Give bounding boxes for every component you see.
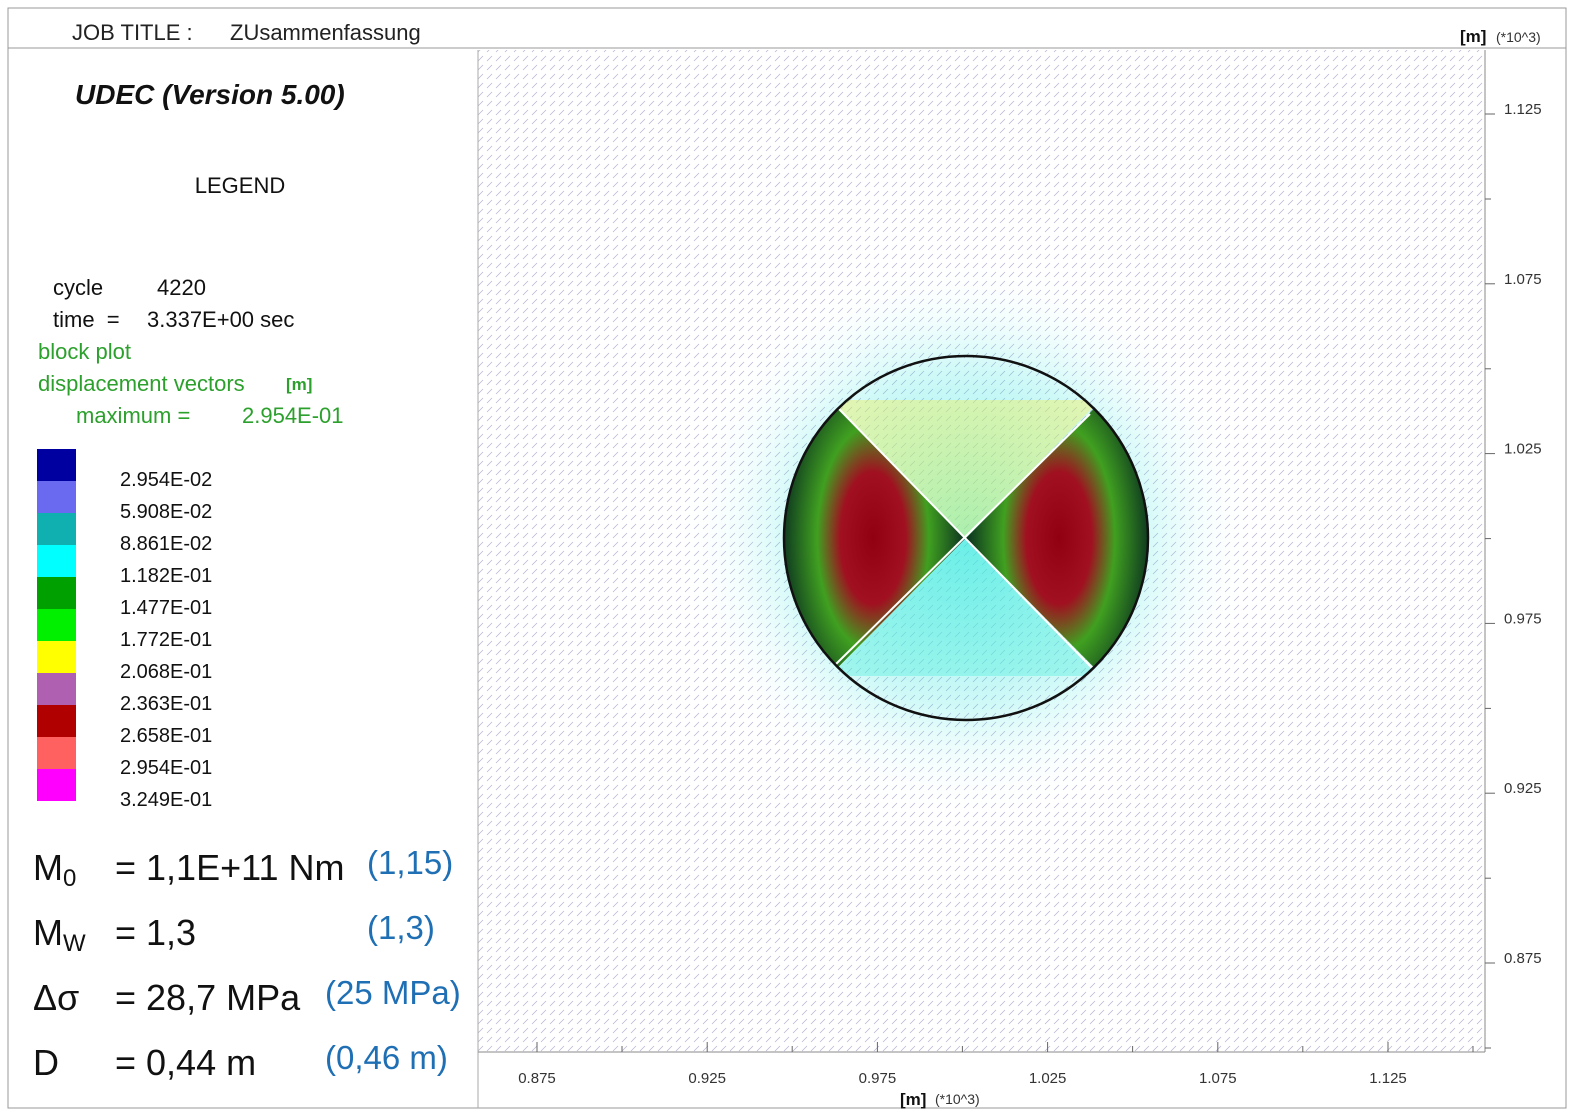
color-swatch bbox=[37, 513, 76, 545]
result-value: = 1,1E+11 Nm bbox=[115, 847, 344, 888]
result-reference: (0,46 m) bbox=[325, 1039, 448, 1076]
result-value: = 1,3 bbox=[115, 912, 196, 953]
color-label: 5.908E-02 bbox=[120, 501, 212, 523]
color-swatch bbox=[37, 769, 76, 801]
x-tick-label: 1.125 bbox=[1369, 1070, 1407, 1087]
y-tick-label: 0.925 bbox=[1504, 780, 1542, 797]
y-tick-label: 1.075 bbox=[1504, 271, 1542, 288]
color-swatch bbox=[37, 673, 76, 705]
result-reference: (1,3) bbox=[367, 909, 435, 946]
y-tick-label: 0.875 bbox=[1504, 950, 1542, 967]
plot bbox=[478, 50, 1485, 1108]
cycle-label: cycle bbox=[53, 275, 103, 300]
x-tick-label: 1.025 bbox=[1029, 1070, 1067, 1087]
x-unit: [m] bbox=[900, 1090, 926, 1109]
x-tick-label: 0.925 bbox=[688, 1070, 726, 1087]
color-swatch bbox=[37, 545, 76, 577]
color-swatch bbox=[37, 577, 76, 609]
y-tick-label: 0.975 bbox=[1504, 610, 1542, 627]
time-label: time = bbox=[53, 307, 120, 332]
color-label: 2.954E-02 bbox=[120, 469, 212, 491]
color-swatch bbox=[37, 609, 76, 641]
y-tick-label: 1.125 bbox=[1504, 101, 1542, 118]
symbol-main: M bbox=[33, 912, 63, 953]
program: UDEC (Version 5.00) bbox=[75, 79, 345, 110]
color-label: 1.772E-01 bbox=[120, 629, 212, 651]
result-value: = 0,44 m bbox=[115, 1042, 256, 1083]
symbol-sub: W bbox=[63, 930, 86, 957]
symbol-main: D bbox=[33, 1042, 59, 1083]
result-symbol: Δσ bbox=[33, 977, 79, 1018]
color-swatch bbox=[37, 481, 76, 513]
color-label: 2.363E-01 bbox=[120, 693, 212, 715]
color-swatch bbox=[37, 737, 76, 769]
x-tick-label: 1.075 bbox=[1199, 1070, 1237, 1087]
job-title-label: JOB TITLE : bbox=[72, 20, 193, 45]
symbol-main: M bbox=[33, 847, 63, 888]
job-title: ZUsammenfassung bbox=[230, 20, 421, 45]
result-value: = 28,7 MPa bbox=[115, 977, 301, 1018]
y-unit: [m] bbox=[1460, 27, 1486, 46]
plot-type: block plot bbox=[38, 339, 131, 364]
color-label: 2.658E-01 bbox=[120, 725, 212, 747]
color-swatch bbox=[37, 449, 76, 481]
x-tick-label: 0.975 bbox=[859, 1070, 897, 1087]
result-symbol: D bbox=[33, 1042, 59, 1083]
result-reference: (25 MPa) bbox=[325, 974, 461, 1011]
x-tick-label: 0.875 bbox=[518, 1070, 556, 1087]
plot-unit: [m] bbox=[286, 375, 312, 394]
result-reference: (1,15) bbox=[367, 844, 453, 881]
color-label: 8.861E-02 bbox=[120, 533, 212, 555]
plot-vectors: displacement vectors bbox=[38, 371, 245, 396]
y-tick-label: 1.025 bbox=[1504, 441, 1542, 458]
cycle: 4220 bbox=[157, 275, 206, 300]
x-multiplier: (*10^3) bbox=[935, 1091, 980, 1107]
color-swatch bbox=[37, 641, 76, 673]
legend-heading: LEGEND bbox=[195, 173, 285, 198]
color-label: 3.249E-01 bbox=[120, 789, 212, 811]
symbol-main: Δσ bbox=[33, 977, 79, 1018]
y-multiplier: (*10^3) bbox=[1496, 29, 1541, 45]
color-swatch bbox=[37, 705, 76, 737]
maximum-label: maximum = bbox=[76, 403, 190, 428]
color-label: 1.182E-01 bbox=[120, 565, 212, 587]
udec-screen: JOB TITLE : ZUsammenfassung UDEC (Versio… bbox=[0, 0, 1573, 1114]
time: 3.337E+00 sec bbox=[147, 307, 294, 332]
color-label: 2.068E-01 bbox=[120, 661, 212, 683]
symbol-sub: 0 bbox=[63, 865, 76, 892]
maximum: 2.954E-01 bbox=[242, 403, 344, 428]
color-label: 1.477E-01 bbox=[120, 597, 212, 619]
color-label: 2.954E-01 bbox=[120, 757, 212, 779]
